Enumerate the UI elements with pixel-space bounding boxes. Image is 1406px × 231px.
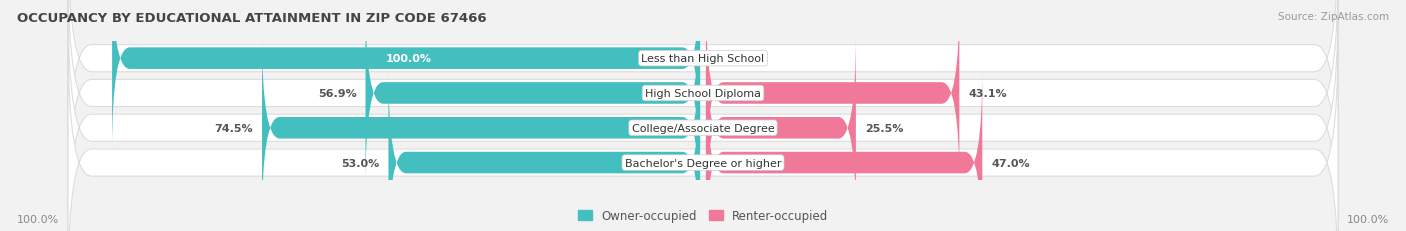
FancyBboxPatch shape (706, 0, 959, 187)
Text: College/Associate Degree: College/Associate Degree (631, 123, 775, 133)
Text: 56.9%: 56.9% (318, 88, 357, 99)
Text: 100.0%: 100.0% (387, 54, 432, 64)
FancyBboxPatch shape (388, 70, 700, 231)
Text: Bachelor's Degree or higher: Bachelor's Degree or higher (624, 158, 782, 168)
FancyBboxPatch shape (706, 70, 983, 231)
FancyBboxPatch shape (67, 0, 1339, 184)
Text: 47.0%: 47.0% (991, 158, 1029, 168)
FancyBboxPatch shape (706, 35, 856, 221)
FancyBboxPatch shape (67, 3, 1339, 231)
Text: 100.0%: 100.0% (1347, 214, 1389, 224)
Text: 25.5%: 25.5% (865, 123, 903, 133)
FancyBboxPatch shape (366, 0, 700, 187)
Text: 74.5%: 74.5% (215, 123, 253, 133)
Legend: Owner-occupied, Renter-occupied: Owner-occupied, Renter-occupied (572, 205, 834, 227)
Text: 53.0%: 53.0% (342, 158, 380, 168)
Text: 100.0%: 100.0% (17, 214, 59, 224)
Text: Source: ZipAtlas.com: Source: ZipAtlas.com (1278, 12, 1389, 21)
FancyBboxPatch shape (112, 0, 700, 152)
FancyBboxPatch shape (262, 35, 700, 221)
FancyBboxPatch shape (67, 0, 1339, 219)
Text: 43.1%: 43.1% (969, 88, 1007, 99)
Text: OCCUPANCY BY EDUCATIONAL ATTAINMENT IN ZIP CODE 67466: OCCUPANCY BY EDUCATIONAL ATTAINMENT IN Z… (17, 12, 486, 24)
Text: High School Diploma: High School Diploma (645, 88, 761, 99)
FancyBboxPatch shape (67, 38, 1339, 231)
Text: Less than High School: Less than High School (641, 54, 765, 64)
